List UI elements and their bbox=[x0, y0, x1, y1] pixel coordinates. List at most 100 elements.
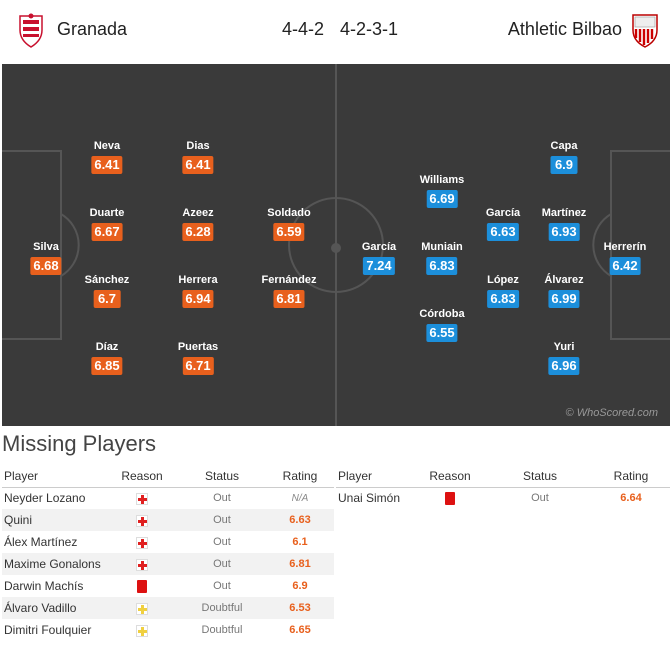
missing-player-name[interactable]: Dimitri Foulquier bbox=[4, 623, 92, 637]
player-name: Yuri bbox=[553, 341, 575, 353]
col-rating[interactable]: Rating bbox=[266, 465, 334, 488]
col-status[interactable]: Status bbox=[488, 465, 592, 488]
granada-crest-icon bbox=[19, 13, 43, 48]
missing-player-name[interactable]: Álex Martínez bbox=[4, 535, 78, 549]
missing-rating: N/A bbox=[291, 492, 309, 504]
away-player-williams[interactable]: Williams 6.69 bbox=[420, 174, 464, 208]
home-team-name[interactable]: Granada bbox=[57, 19, 128, 39]
away-missing-table: Player Reason Status Rating Unai Simón O… bbox=[336, 465, 670, 509]
missing-player-name[interactable]: Unai Simón bbox=[338, 491, 401, 506]
missing-rating: 6.1 bbox=[292, 536, 308, 548]
missing-status: Doubtful bbox=[178, 597, 266, 619]
home-player-sanchez[interactable]: Sánchez 6.7 bbox=[85, 274, 129, 308]
home-player-dias[interactable]: Dias 6.41 bbox=[182, 140, 214, 174]
player-rating: 6.83 bbox=[426, 257, 458, 275]
home-player-soldado[interactable]: Soldado 6.59 bbox=[267, 207, 311, 241]
player-rating: 6.81 bbox=[273, 290, 305, 308]
player-rating: 6.71 bbox=[182, 357, 214, 375]
missing-player-name[interactable]: Neyder Lozano bbox=[4, 491, 86, 506]
player-rating: 6.7 bbox=[93, 290, 121, 308]
col-player[interactable]: Player bbox=[336, 465, 412, 488]
player-name: García bbox=[485, 207, 521, 219]
away-player-yuri[interactable]: Yuri 6.96 bbox=[548, 341, 580, 375]
table-header: Player Reason Status Rating bbox=[336, 465, 670, 488]
player-rating: 6.42 bbox=[609, 257, 641, 275]
away-player-alvarez[interactable]: Álvarez 6.99 bbox=[544, 274, 584, 308]
away-player-cordoba[interactable]: Córdoba 6.55 bbox=[419, 308, 465, 342]
away-player-herrerin[interactable]: Herrerín 6.42 bbox=[603, 241, 647, 275]
home-player-puertas[interactable]: Puertas 6.71 bbox=[178, 341, 218, 375]
player-name: Herrerín bbox=[603, 241, 647, 253]
missing-player-name[interactable]: Maxime Gonalons bbox=[2, 553, 106, 575]
player-rating: 6.9 bbox=[550, 156, 578, 174]
home-player-duarte[interactable]: Duarte 6.67 bbox=[90, 207, 124, 241]
home-formation: 4-4-2 bbox=[282, 19, 325, 39]
away-player-lopez[interactable]: López 6.83 bbox=[487, 274, 519, 308]
missing-player-name[interactable]: Quini bbox=[2, 509, 106, 531]
missing-status: Out bbox=[178, 553, 266, 575]
table-row: Quini Out 6.63 bbox=[2, 509, 334, 531]
missing-status: Out bbox=[531, 492, 549, 505]
player-rating: 6.28 bbox=[182, 223, 214, 241]
home-player-diaz[interactable]: Díaz 6.85 bbox=[91, 341, 123, 375]
player-rating: 6.94 bbox=[182, 290, 214, 308]
table-row: Álvaro Vadillo Doubtful 6.53 bbox=[2, 597, 334, 619]
col-reason[interactable]: Reason bbox=[106, 465, 178, 488]
table-row: Unai Simón Out 6.64 bbox=[336, 487, 670, 509]
away-formation: 4-2-3-1 bbox=[340, 19, 399, 39]
player-name: Puertas bbox=[177, 341, 219, 353]
red-card-icon bbox=[137, 580, 147, 594]
player-rating: 6.68 bbox=[30, 257, 62, 275]
table-row: Darwin Machís Out 6.9 bbox=[2, 575, 334, 597]
player-rating: 7.24 bbox=[363, 257, 395, 275]
home-player-azeez[interactable]: Azeez 6.28 bbox=[182, 207, 214, 241]
table-row: Dimitri Foulquier Doubtful 6.65 bbox=[2, 619, 334, 641]
player-name: Martínez bbox=[541, 207, 587, 219]
pitch-lines bbox=[2, 64, 670, 426]
player-name: Neva bbox=[93, 140, 121, 152]
away-player-garcia-st[interactable]: García 7.24 bbox=[362, 241, 396, 275]
player-name: Capa bbox=[550, 140, 578, 152]
player-rating: 6.83 bbox=[487, 290, 519, 308]
injury-icon bbox=[136, 493, 148, 506]
away-player-muniain[interactable]: Muniain 6.83 bbox=[421, 241, 463, 275]
player-rating: 6.63 bbox=[487, 223, 519, 241]
player-name: Fernández bbox=[261, 274, 317, 286]
col-reason[interactable]: Reason bbox=[412, 465, 488, 488]
missing-player-name[interactable]: Álvaro Vadillo bbox=[2, 597, 106, 619]
player-name: López bbox=[487, 274, 519, 286]
player-rating: 6.41 bbox=[182, 156, 214, 174]
missing-status: Out bbox=[213, 492, 231, 505]
missing-status: Out bbox=[213, 536, 231, 548]
player-rating: 6.67 bbox=[91, 223, 123, 241]
injury-icon bbox=[136, 514, 148, 527]
athletic-bilbao-crest-icon bbox=[632, 14, 658, 48]
doubtful-icon bbox=[136, 602, 148, 615]
player-rating: 6.41 bbox=[91, 156, 123, 174]
injury-icon bbox=[136, 558, 148, 571]
missing-rating: 6.65 bbox=[289, 624, 311, 636]
missing-status: Doubtful bbox=[201, 624, 243, 636]
missing-status: Out bbox=[178, 509, 266, 531]
watermark: © WhoScored.com bbox=[565, 407, 658, 419]
home-player-neva[interactable]: Neva 6.41 bbox=[91, 140, 123, 174]
red-card-icon bbox=[445, 492, 455, 506]
player-name: Soldado bbox=[267, 207, 311, 219]
table-row: Maxime Gonalons Out 6.81 bbox=[2, 553, 334, 575]
away-player-martinez[interactable]: Martínez 6.93 bbox=[541, 207, 587, 241]
away-team-name[interactable]: Athletic Bilbao bbox=[507, 19, 622, 39]
home-player-herrera[interactable]: Herrera 6.94 bbox=[178, 274, 218, 308]
away-player-capa[interactable]: Capa 6.9 bbox=[550, 140, 578, 174]
player-rating: 6.93 bbox=[548, 223, 580, 241]
player-name: Muniain bbox=[421, 241, 463, 253]
home-player-silva[interactable]: Silva 6.68 bbox=[30, 241, 62, 275]
home-player-fernandez[interactable]: Fernández 6.81 bbox=[261, 274, 317, 308]
col-rating[interactable]: Rating bbox=[592, 465, 670, 488]
missing-player-name[interactable]: Darwin Machís bbox=[4, 579, 84, 593]
col-status[interactable]: Status bbox=[178, 465, 266, 488]
missing-rating: 6.9 bbox=[292, 580, 308, 592]
player-name: Herrera bbox=[178, 274, 218, 286]
player-name: García bbox=[361, 241, 397, 253]
away-player-garcia-dm[interactable]: García 6.63 bbox=[486, 207, 520, 241]
col-player[interactable]: Player bbox=[2, 465, 106, 488]
